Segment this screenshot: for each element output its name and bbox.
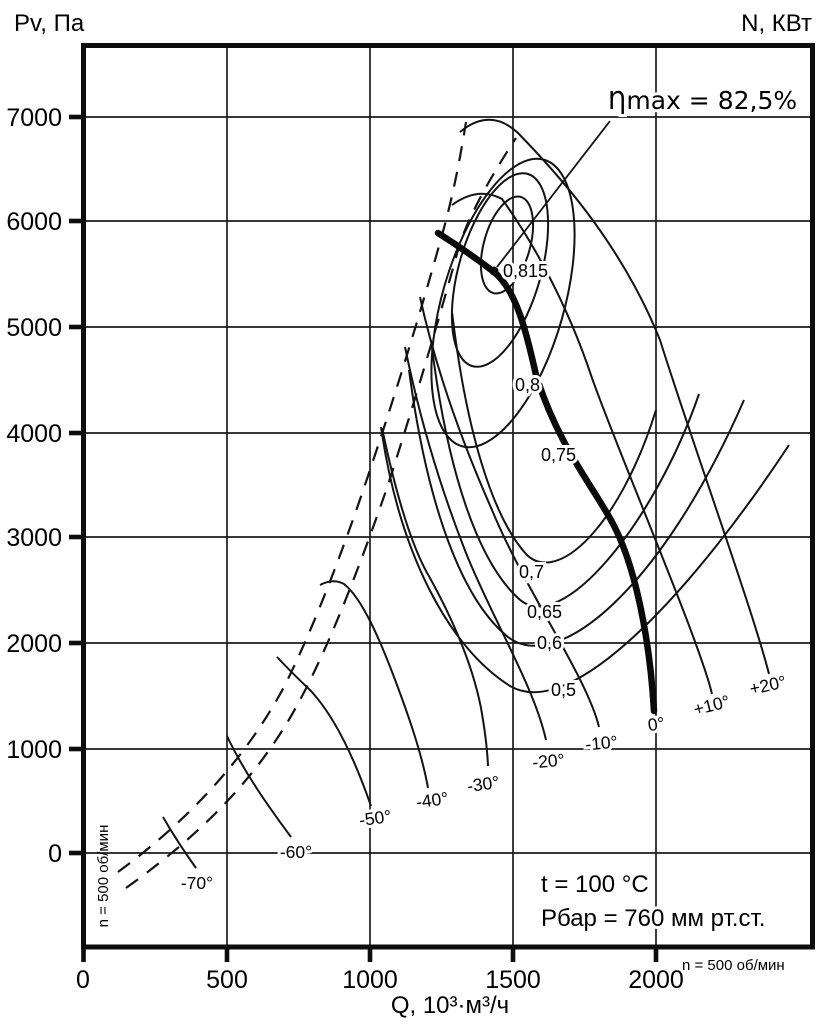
efficiency-contours [380,157,790,694]
angle-label--30: -30° [466,772,501,796]
blade-angle-labels: -70° -60° -50° -40° -30° -20° -10° 0° +1… [178,669,791,896]
efficiency-contour-08 [450,172,550,368]
x-tick-label-500: 500 [206,966,248,994]
pressure-curve-+10 [451,192,713,695]
efficiency-label-06: 0,6 [537,633,562,653]
plot-frame [81,43,815,950]
speed-note-right: n = 500 об/мин [682,957,785,974]
barometric-note: Рбар = 760 мм рт.ст. [541,905,765,932]
y-tick-label-4000: 4000 [6,420,62,448]
surge-limit-lines [117,121,517,889]
efficiency-label-075: 0,75 [541,445,576,465]
pressure-curve-+20 [459,118,770,675]
eta-max-leader-line [496,120,611,268]
eta-max-label: Ƞmax = 82,5% [608,86,797,115]
efficiency-label-08: 0,8 [515,375,540,395]
axis-ticks [69,114,659,962]
efficiency-contour-065 [430,339,700,608]
y-axis-title: Pv, Па [14,10,85,37]
efficiency-label-065: 0,65 [527,602,562,622]
eta-max-point [489,266,499,276]
gridlines [83,45,813,947]
power-axis-title: N, КВт [741,10,812,37]
efficiency-label-0815: 0,815 [503,261,548,281]
y-tick-label-7000: 7000 [6,104,62,132]
angle-label-+10: +10° [691,691,731,719]
x-axis-title: Q, 10³·м³/ч [391,992,509,1019]
x-tick-label-1000: 1000 [342,966,398,994]
temperature-note: t = 100 °C [541,871,649,898]
x-tick-label-1500: 1500 [485,966,541,994]
pressure-curve--10 [419,296,600,728]
speed-note-left: n = 500 об/мин [95,825,112,928]
efficiency-label-07: 0,7 [519,562,544,582]
y-tick-labels: 7000 6000 5000 4000 3000 2000 1000 0 [6,104,62,868]
efficiency-contour-0815 [479,195,535,295]
y-tick-label-1000: 1000 [6,736,62,764]
angle-label--20: -20° [532,750,566,773]
angle-label--40: -40° [415,788,450,812]
y-tick-label-5000: 5000 [6,314,62,342]
angle-label--70: -70° [181,873,213,893]
efficiency-contour-05 [380,426,790,694]
efficiency-label-05: 0,5 [551,680,576,700]
surge-limit-line-right [125,137,517,889]
pressure-curve--50 [276,656,372,807]
efficiency-contour-labels: 0,815 0,8 0,75 0,7 0,65 0,6 0,5 [500,258,579,703]
efficiency-contour-075 [430,157,576,449]
pressure-curve--30 [381,427,489,767]
angle-label--10: -10° [585,732,619,755]
pressure-curves [162,118,770,869]
pressure-curve--20 [404,346,547,741]
x-tick-label-2000: 2000 [628,966,684,994]
y-tick-label-0: 0 [48,840,62,868]
pressure-curve--40 [319,580,429,789]
pressure-curve--70 [162,816,197,869]
x-tick-labels: 0 500 1000 1500 2000 [76,966,684,994]
angle-label-+20: +20° [748,672,788,699]
efficiency-contour-06 [408,369,745,647]
y-tick-label-3000: 3000 [6,524,62,552]
angle-label--50: -50° [358,806,393,830]
pressure-curve--60 [226,735,292,838]
angle-label--60: -60° [280,842,312,862]
angle-label-0: 0° [646,713,665,735]
y-tick-label-2000: 2000 [6,630,62,658]
y-tick-label-6000: 6000 [6,208,62,236]
efficiency-contour-07 [451,311,657,564]
x-tick-label-0: 0 [76,966,90,994]
surge-limit-line-left [117,121,468,873]
